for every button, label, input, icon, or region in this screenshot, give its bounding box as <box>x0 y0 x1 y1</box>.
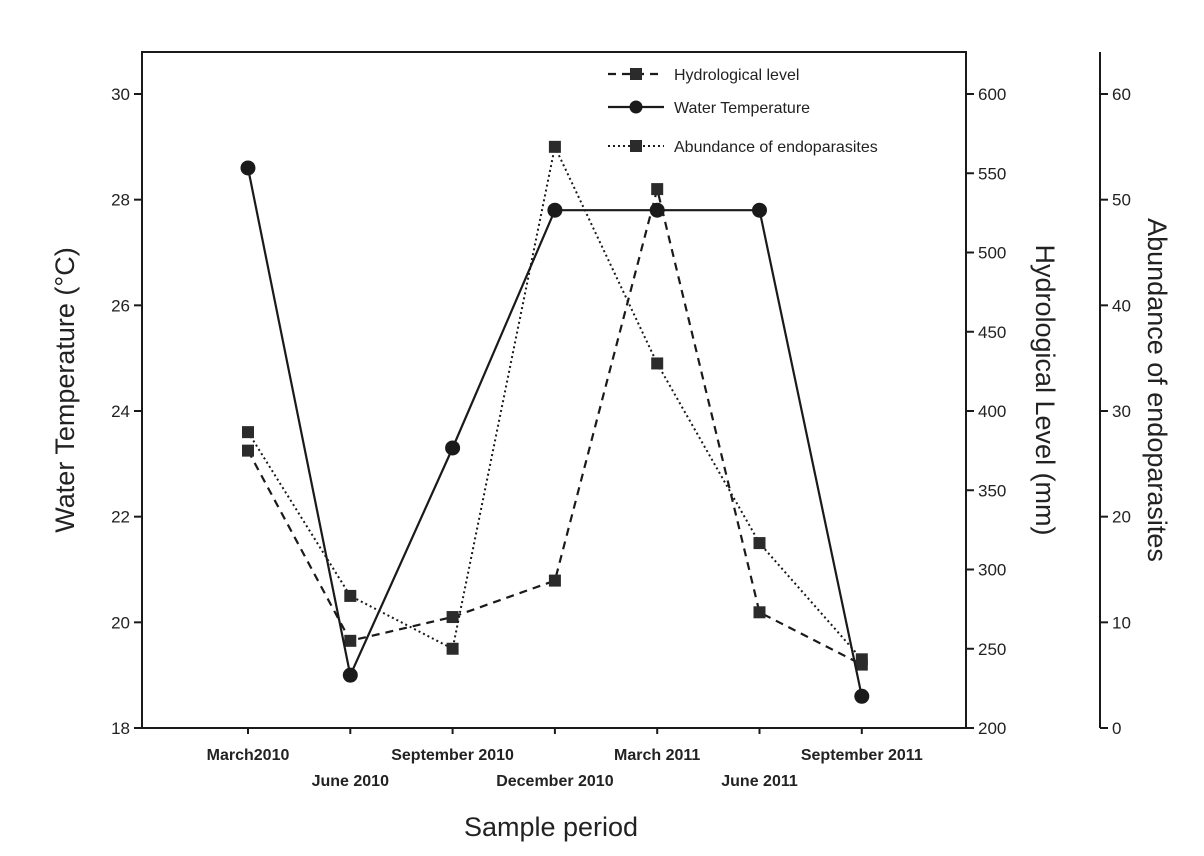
right-inner-axis-tick-label: 400 <box>978 402 1006 421</box>
hydrological-level-point <box>446 611 459 624</box>
abundance-of-endoparasites-point <box>446 642 459 655</box>
abundance-of-endoparasites-point <box>344 589 357 602</box>
right-inner-axis-tick-label: 300 <box>978 561 1006 580</box>
x-axis-category-label: June 2010 <box>312 773 389 790</box>
right-outer-axis-tick-label: 60 <box>1112 85 1131 104</box>
x-axis-category-label: September 2011 <box>801 747 923 764</box>
legend: Hydrological level Water Temperature Abund… <box>608 67 878 156</box>
water-temperature-point <box>752 202 767 218</box>
legend-label-water-temperature: Water Temperature <box>674 100 810 117</box>
x-axis-category-label: September 2010 <box>391 747 514 764</box>
legend-hydrological-level-point <box>630 68 642 80</box>
right-outer-axis-tick-label: 30 <box>1112 402 1131 421</box>
right-outer-axis-tick-label: 50 <box>1112 191 1131 210</box>
series-hydrological-level <box>242 183 868 671</box>
abundance-of-endoparasites-point <box>548 140 561 153</box>
x-axis-title: Sample period <box>464 812 638 842</box>
x-axis-category-label: March 2011 <box>614 747 700 764</box>
right-outer-axis-title: Abundance of endoparasites <box>1142 218 1172 562</box>
right-inner-axis-tick-label: 200 <box>978 719 1006 738</box>
left-axis-tick-label: 26 <box>111 296 130 315</box>
left-axis-title: Water Temperature (°C) <box>50 247 80 532</box>
x-axis-category-label: December 2010 <box>496 773 614 790</box>
abundance-of-endoparasites-point <box>855 653 868 666</box>
legend-water-temperature-point <box>629 100 643 114</box>
right-inner-axis-tick-label: 250 <box>978 640 1006 659</box>
water-temperature-point <box>445 440 461 456</box>
right-outer-axis-tick-label: 20 <box>1112 508 1131 527</box>
left-axis-tick-label: 20 <box>111 613 130 632</box>
right-inner-axis-tick-label: 450 <box>978 323 1006 342</box>
legend-label-abundance-of-endoparasites: Abundance of endoparasites <box>674 139 878 156</box>
right-outer-axis-ticks: 0 10 20 30 40 50 60 <box>1100 85 1131 738</box>
water-temperature-point <box>240 160 256 176</box>
right-inner-axis-title: Hydrological Level (mm) <box>1030 244 1060 535</box>
right-inner-axis-ticks: 200 250 300 350 400 450 500 550 600 <box>966 85 1006 738</box>
right-inner-axis-tick-label: 350 <box>978 481 1006 500</box>
right-inner-axis-tick-label: 550 <box>978 164 1006 183</box>
hydrological-level-point <box>651 183 664 196</box>
abundance-of-endoparasites-point <box>242 426 254 439</box>
water-temperature-point <box>854 688 870 704</box>
abundance-of-endoparasites-point <box>651 357 664 370</box>
x-axis-category-label: June 2011 <box>721 773 798 790</box>
left-axis-tick-label: 22 <box>111 508 130 527</box>
left-axis-ticks: 18 20 22 24 26 28 30 <box>111 85 142 738</box>
right-outer-axis-tick-label: 40 <box>1112 296 1131 315</box>
water-temperature-point <box>649 202 665 218</box>
water-temperature-point <box>342 667 358 683</box>
series-layer <box>240 140 870 704</box>
left-axis-tick-label: 24 <box>111 402 130 421</box>
hydrological-level-point <box>242 444 254 457</box>
right-outer-axis-tick-label: 10 <box>1112 613 1131 632</box>
left-axis-tick-label: 18 <box>111 719 130 738</box>
left-axis-tick-label: 30 <box>111 85 130 104</box>
right-inner-axis-tick-label: 600 <box>978 85 1006 104</box>
hydrological-level-point <box>548 574 561 587</box>
legend-label-hydrological-level: Hydrological level <box>674 67 799 84</box>
series-abundance-of-endoparasites <box>242 140 868 666</box>
abundance-of-endoparasites-point <box>753 537 766 550</box>
water-temperature-point <box>547 202 563 218</box>
legend-abundance-of-endoparasites-point <box>630 140 642 152</box>
right-outer-axis-tick-label: 0 <box>1112 719 1121 738</box>
right-inner-axis-tick-label: 500 <box>978 244 1006 263</box>
hydrological-level-point <box>344 634 357 647</box>
series-water-temperature <box>240 160 870 704</box>
left-axis-tick-label: 28 <box>111 191 130 210</box>
x-axis-category-label: March2010 <box>207 747 290 764</box>
hydrological-level-point <box>753 606 766 619</box>
